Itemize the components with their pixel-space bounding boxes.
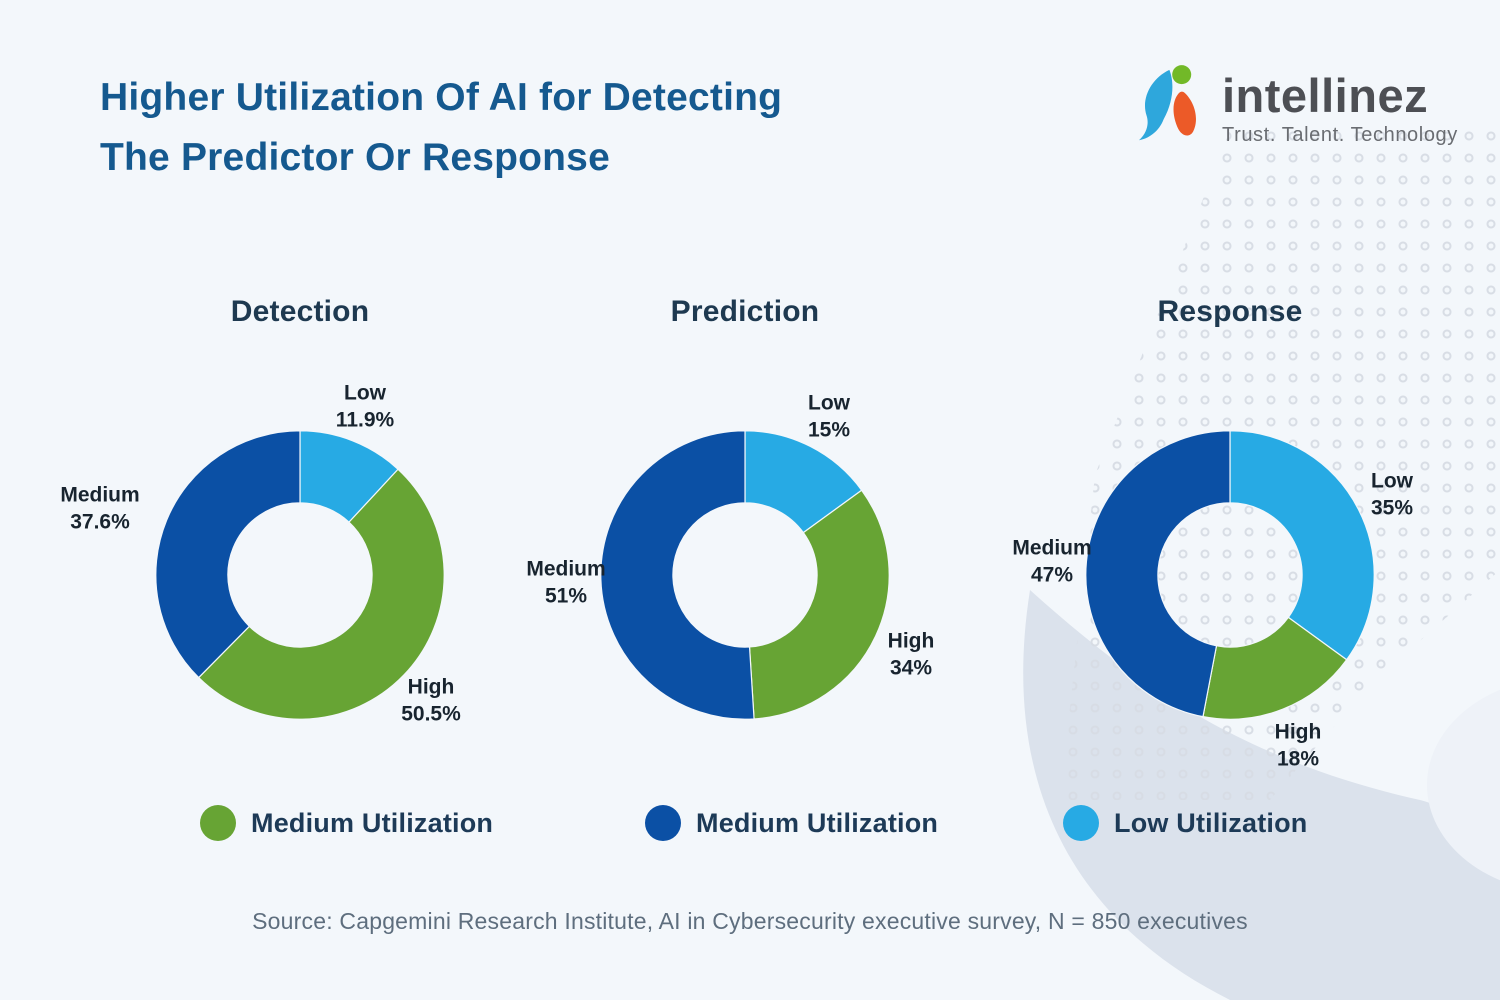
slice-label-response-high: High 18%	[1274, 720, 1322, 771]
logo-wordmark: intellinez	[1222, 69, 1429, 122]
slice-label-detection-low: Low 11.9%	[335, 381, 395, 432]
donut-detection	[155, 430, 445, 720]
legend-item-low-lightblue: Low Utilization	[1063, 805, 1307, 841]
swoosh-inner-lobe	[1427, 689, 1500, 881]
page-title-line2: The Predictor Or Response	[100, 136, 610, 179]
chart-detection: Detection Low 11.9% Medium 37.6% High 50…	[60, 295, 460, 726]
slice-label-prediction-medium: Medium 51%	[526, 557, 606, 608]
legend-dot-light-blue	[1063, 805, 1099, 841]
intellinez-logo-icon	[1138, 65, 1196, 141]
legend-dot-green	[200, 805, 236, 841]
page-title: Higher Utilization Of AI for Detecting T…	[100, 68, 782, 188]
legend-dot-dark-blue	[645, 805, 681, 841]
logo-drop-orange	[1173, 91, 1196, 136]
logo-tagline: Trust. Talent. Technology	[1222, 124, 1458, 146]
slice-label-prediction-high: High 34%	[887, 629, 935, 680]
legend-label: Medium Utilization	[251, 807, 494, 838]
logo-dot-green	[1172, 65, 1192, 85]
chart-title-detection: Detection	[230, 295, 370, 328]
legend-item-medium-blue: Medium Utilization	[645, 805, 938, 841]
legend-item-medium-green: Medium Utilization	[200, 805, 493, 841]
slice-label-detection-high: High 50.5%	[401, 675, 461, 726]
donut-response	[1085, 430, 1375, 720]
chart-prediction: Prediction Low 15% Medium 51% High 34%	[526, 295, 934, 720]
slice-label-response-medium: Medium 47%	[1012, 536, 1092, 587]
chart-title-response: Response	[1157, 295, 1303, 328]
slice-label-response-low: Low 35%	[1370, 469, 1414, 520]
intellinez-logo: intellinez Trust. Talent. Technology	[1138, 62, 1458, 150]
slice-label-detection-medium: Medium 37.6%	[60, 483, 140, 534]
page-title-line1: Higher Utilization Of AI for Detecting	[100, 76, 783, 119]
source-attribution: Source: Capgemini Research Institute, AI…	[252, 908, 1248, 934]
logo-leaf-blue	[1138, 69, 1173, 141]
legend-label: Low Utilization	[1114, 807, 1308, 838]
chart-response: Response Low 35% Medium 47% High 18%	[1012, 295, 1413, 771]
donut-prediction	[600, 430, 890, 720]
chart-title-prediction: Prediction	[670, 295, 820, 328]
slice-label-prediction-low: Low 15%	[807, 391, 851, 442]
legend-label: Medium Utilization	[696, 807, 939, 838]
